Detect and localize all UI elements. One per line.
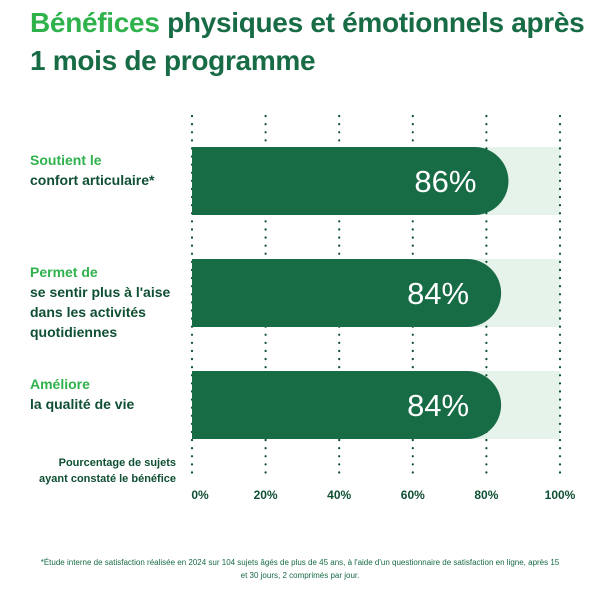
tick-label-100: 100% xyxy=(545,488,576,502)
bar-value-label-1: 86% xyxy=(414,164,476,199)
bar-chart: 86% 84% 84% 0% 20% 40% 60% 80% 100% xyxy=(190,114,576,502)
title-accent: Bénéfices xyxy=(30,7,160,38)
bar-value-label-3: 84% xyxy=(407,388,469,423)
tick-label-20: 20% xyxy=(254,488,278,502)
category-label-1: Soutient le confort articulaire* xyxy=(30,150,180,190)
category-label-3-highlight: Améliore xyxy=(30,376,90,392)
bar-1 xyxy=(192,147,509,215)
title-rest: physiques et émotionnels après 1 mois de… xyxy=(30,7,585,76)
category-label-1-rest: confort articulaire* xyxy=(30,172,155,188)
category-label-3: Améliore la qualité de vie xyxy=(30,374,180,414)
chart-title: Bénéfices physiques et émotionnels après… xyxy=(30,4,590,80)
x-axis-label: Pourcentage de sujets ayant constaté le … xyxy=(39,457,176,485)
tick-label-80: 80% xyxy=(474,488,498,502)
tick-label-40: 40% xyxy=(327,488,351,502)
footnote: *Étude interne de satisfaction réalisée … xyxy=(40,558,560,580)
category-label-2-rest: se sentir plus à l'aise dans les activit… xyxy=(30,284,171,340)
bar-value-label-2: 84% xyxy=(407,276,469,311)
category-label-2-highlight: Permet de xyxy=(30,264,98,280)
bar-3 xyxy=(192,371,502,439)
tick-label-0: 0% xyxy=(191,488,209,502)
category-label-1-highlight: Soutient le xyxy=(30,152,102,168)
bar-2 xyxy=(192,259,502,327)
category-label-3-rest: la qualité de vie xyxy=(30,396,135,412)
category-label-2: Permet de se sentir plus à l'aise dans l… xyxy=(30,262,180,342)
tick-label-60: 60% xyxy=(401,488,425,502)
